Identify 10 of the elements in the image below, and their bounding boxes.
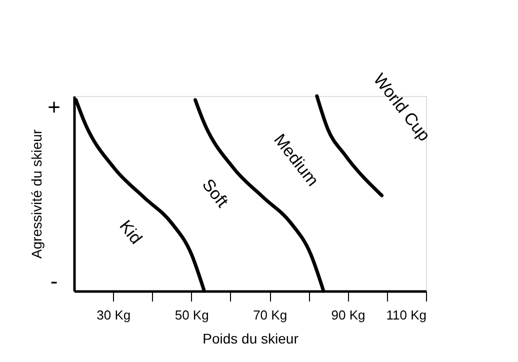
x-tick-label: 110 Kg — [386, 308, 426, 322]
annotation: Kid — [116, 216, 146, 248]
y-axis-title: Agressivité du skieur — [28, 129, 44, 259]
text: - — [50, 268, 58, 294]
x-tick-label: 30 Kg — [96, 308, 131, 322]
text: + — [48, 94, 60, 120]
x-tick-label: 70 Kg — [253, 308, 288, 322]
x-axis-title: Poids du skieur — [202, 330, 299, 346]
x-tick-label: 50 Kg — [174, 308, 209, 322]
x-tick-label: 90 Kg — [331, 308, 366, 322]
